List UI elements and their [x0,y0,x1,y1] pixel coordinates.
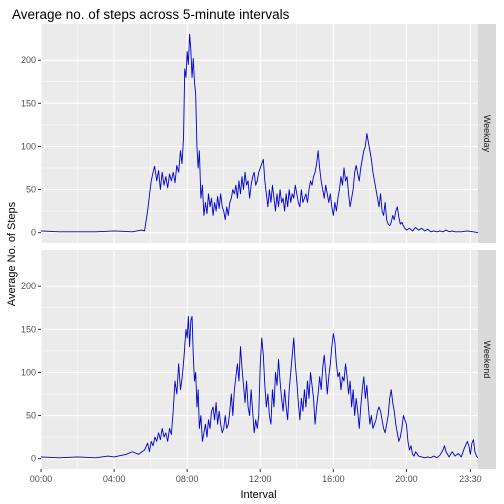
panel-background [41,250,478,469]
x-tick-label: 08:00 [176,474,199,484]
x-axis: 00:00 04:00 08:00 12:00 16:00 20:00 23:30 [30,469,482,484]
y-tick-label: 100 [21,141,36,151]
x-tick-label: 16:00 [322,474,345,484]
facet-strip-weekend [478,250,496,469]
x-tick-label: 00:00 [30,474,53,484]
panel-weekday: 0 50 100 150 200 Weekday [21,24,496,243]
y-tick-label: 0 [31,454,36,464]
facet-label-weekday: Weekday [482,115,492,153]
series-line-weekend [40,315,479,459]
x-tick-label: 23:30 [459,474,482,484]
y-tick-label: 0 [31,228,36,238]
y-tick-label: 50 [26,411,36,421]
y-axis-title: Average No. of Steps [6,201,18,306]
panel-weekend: 0 50 100 150 200 Weekend [21,250,496,469]
chart-title: Average no. of steps across 5-minute int… [12,7,290,22]
y-tick-label: 200 [21,281,36,291]
x-axis-title: Interval [240,489,276,501]
y-tick-label: 150 [21,324,36,334]
y-tick-label: 50 [26,185,36,195]
x-tick-label: 04:00 [103,474,126,484]
panel-background [41,24,478,243]
facet-panels: 0 50 100 150 200 Weekday 0 50 100 150 200 Weekend [21,24,496,469]
x-tick-label: 20:00 [395,474,418,484]
facet-label-weekend: Weekend [482,341,492,379]
y-tick-label: 200 [21,55,36,65]
facet-strip-weekday [478,24,496,243]
y-tick-label: 150 [21,98,36,108]
y-tick-label: 100 [21,367,36,377]
x-tick-label: 12:00 [249,474,272,484]
series-line-weekday [40,33,479,234]
